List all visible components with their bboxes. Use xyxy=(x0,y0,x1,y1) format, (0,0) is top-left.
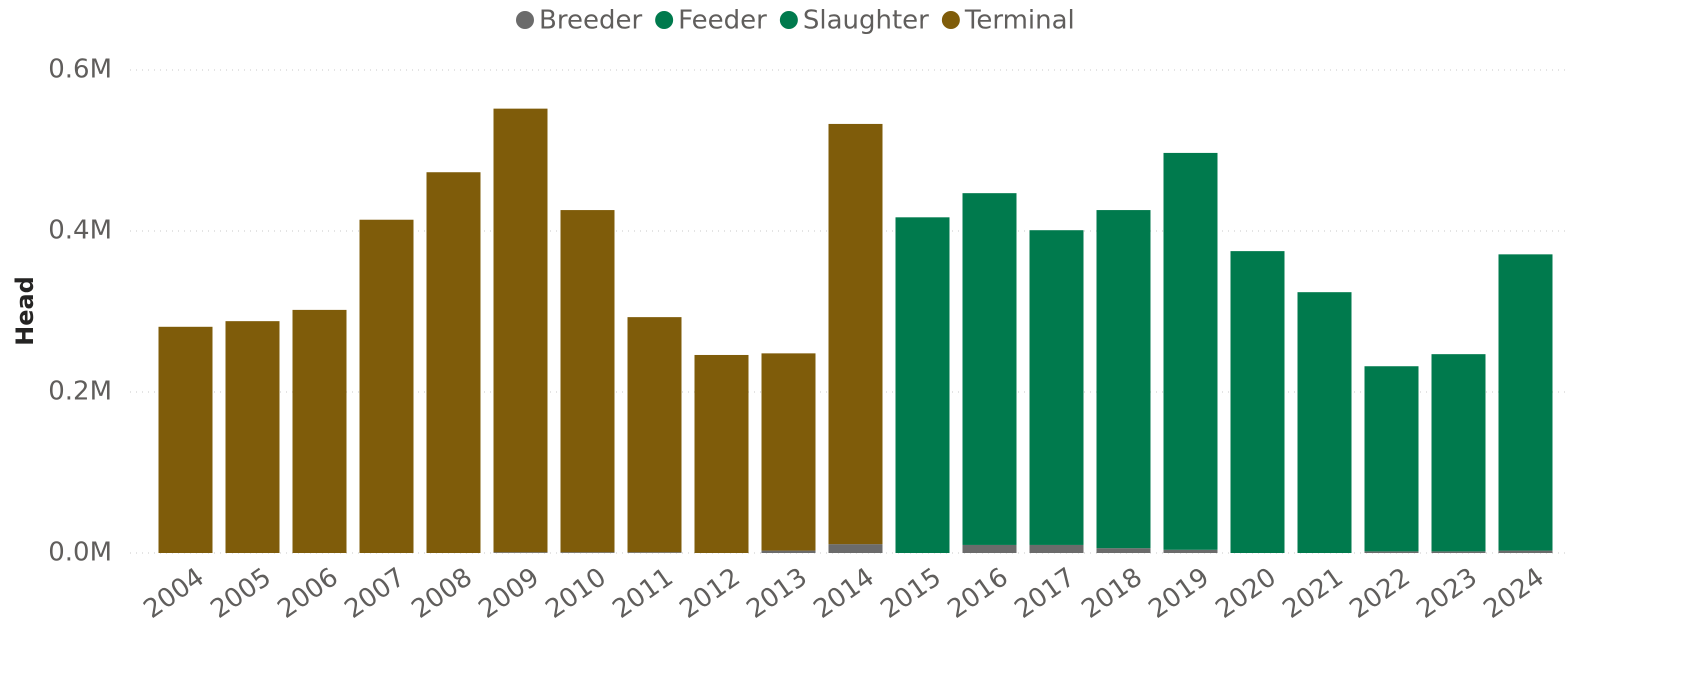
bar-segment xyxy=(1431,551,1486,553)
y-tick-label: 0.0M xyxy=(48,538,112,568)
x-tick-label: 2014 xyxy=(808,562,879,625)
bar-segment xyxy=(158,326,213,553)
bar-segment xyxy=(493,552,548,553)
bar-segment xyxy=(1029,544,1084,553)
bar-segment xyxy=(1096,210,1151,549)
bar-segment xyxy=(962,544,1017,553)
x-tick-label: 2004 xyxy=(138,562,209,625)
bar-segment xyxy=(1498,254,1553,551)
bar-segment xyxy=(627,317,682,553)
bar-segment xyxy=(426,172,481,554)
bar-segment xyxy=(895,217,950,553)
x-tick-label: 2012 xyxy=(674,562,745,625)
bar-segment xyxy=(1364,366,1419,552)
x-tick-label: 2017 xyxy=(1009,562,1080,625)
bar-segment xyxy=(761,550,816,553)
y-axis-label: Head xyxy=(11,276,39,346)
x-tick-label: 2006 xyxy=(272,562,343,625)
bar-segment xyxy=(359,219,414,554)
x-tick-label: 2020 xyxy=(1210,562,1281,625)
x-tick-label: 2008 xyxy=(406,562,477,625)
x-tick-label: 2022 xyxy=(1344,562,1415,625)
bar-segment xyxy=(761,353,816,551)
bar-segment xyxy=(225,321,280,553)
x-tick-label: 2016 xyxy=(942,562,1013,625)
bar-segment xyxy=(1498,550,1553,553)
x-tick-label: 2005 xyxy=(205,562,276,625)
x-tick-label: 2024 xyxy=(1478,562,1549,625)
bar-segment xyxy=(694,354,749,553)
x-tick-label: 2009 xyxy=(473,562,544,625)
x-tick-label: 2010 xyxy=(540,562,611,625)
bar-segment xyxy=(1230,251,1285,553)
x-tick-label: 2011 xyxy=(607,562,678,625)
legend-marker xyxy=(655,11,674,29)
y-tick-label: 0.6M xyxy=(48,55,112,85)
bar-segment xyxy=(828,123,883,545)
x-tick-label: 2013 xyxy=(741,562,812,625)
x-tick-label: 2023 xyxy=(1411,562,1482,625)
legend-label: Breeder xyxy=(539,6,642,36)
legend-marker xyxy=(516,11,534,29)
legend-marker xyxy=(941,11,960,29)
legend-marker xyxy=(779,11,798,29)
bar-segment xyxy=(292,309,347,553)
x-tick-label: 2019 xyxy=(1143,562,1214,625)
bar-segment xyxy=(1431,354,1486,552)
bar-segment xyxy=(828,544,883,553)
bar-segment xyxy=(1163,152,1218,550)
bar-segment xyxy=(1029,230,1084,545)
x-tick-label: 2018 xyxy=(1076,562,1147,625)
bar-segment xyxy=(560,552,615,553)
bar-segment xyxy=(1163,549,1218,553)
bar-segment xyxy=(627,552,682,553)
y-tick-label: 0.2M xyxy=(48,377,112,407)
x-tick-label: 2015 xyxy=(875,562,946,625)
bar-segment xyxy=(1096,548,1151,553)
x-tick-label: 2021 xyxy=(1277,562,1348,625)
bar-segment xyxy=(493,108,548,553)
bar-segment xyxy=(1364,551,1419,553)
y-tick-label: 0.4M xyxy=(48,216,112,246)
legend-label: Terminal xyxy=(964,6,1075,36)
legend-label: Slaughter xyxy=(803,6,929,36)
legend-label: Feeder xyxy=(678,6,767,36)
bar-segment xyxy=(1297,292,1352,553)
x-tick-label: 2007 xyxy=(339,562,410,625)
bar-segment xyxy=(560,210,615,553)
bar-segment xyxy=(962,193,1017,545)
